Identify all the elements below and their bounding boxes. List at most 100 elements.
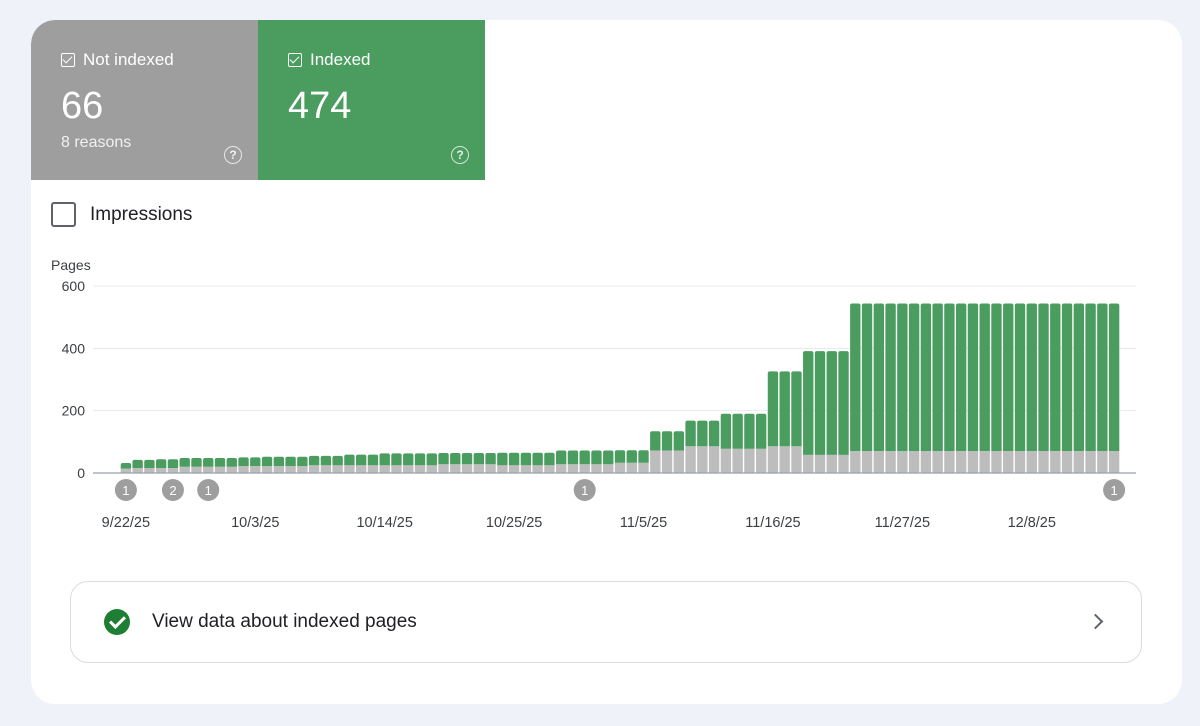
bar-indexed (944, 303, 955, 452)
bar-not-indexed (755, 448, 767, 473)
bar-indexed (885, 303, 896, 452)
bar-not-indexed (803, 454, 814, 473)
annotation-marker (1103, 479, 1126, 501)
bar-indexed (555, 450, 567, 465)
bar-indexed (508, 452, 520, 466)
bar-indexed (967, 303, 979, 452)
bar-not-indexed (991, 451, 1002, 473)
bar-indexed (132, 459, 143, 469)
indexed-tile[interactable]: Indexed 474 ? (258, 20, 485, 180)
bar-not-indexed (767, 446, 779, 473)
bar-indexed (873, 303, 885, 452)
bar-indexed (203, 458, 214, 467)
bar-indexed (226, 458, 237, 467)
bar-indexed (1061, 303, 1073, 452)
bar-not-indexed (544, 465, 555, 473)
bar-not-indexed (167, 468, 179, 473)
bar-indexed (1026, 303, 1037, 452)
bar-indexed (1108, 303, 1120, 452)
bar-not-indexed (226, 466, 237, 473)
bar-indexed (638, 450, 649, 463)
bar-not-indexed (403, 465, 414, 473)
bar-not-indexed (650, 450, 661, 473)
annotation-label: 1 (122, 483, 129, 498)
bar-indexed (450, 453, 461, 465)
bar-indexed (473, 453, 485, 465)
bar-not-indexed (461, 464, 473, 473)
checkbox-unchecked-icon[interactable] (51, 202, 76, 227)
bar-indexed (238, 457, 249, 467)
help-icon[interactable]: ? (451, 146, 469, 164)
annotation-label: 2 (169, 483, 176, 498)
bar-not-indexed (908, 451, 920, 473)
bar-indexed (955, 303, 967, 452)
bar-indexed (120, 463, 132, 469)
bar-indexed (708, 420, 720, 447)
bar-indexed (320, 455, 332, 466)
check-circle-icon (104, 609, 130, 635)
bar-not-indexed (120, 468, 132, 473)
bar-not-indexed (1038, 451, 1049, 473)
bar-indexed (1097, 303, 1108, 452)
help-icon[interactable]: ? (224, 146, 242, 164)
checkbox-checked-icon[interactable] (61, 53, 75, 67)
bar-indexed (532, 452, 543, 466)
x-tick-label: 11/16/25 (745, 515, 800, 531)
bar-not-indexed (732, 448, 743, 473)
bar-indexed (579, 450, 590, 465)
x-tick-label: 12/8/25 (1008, 515, 1056, 531)
bar-not-indexed (944, 451, 955, 473)
view-indexed-pages-link[interactable]: View data about indexed pages (70, 581, 1142, 663)
checkbox-checked-icon[interactable] (288, 53, 302, 67)
bar-not-indexed (379, 465, 390, 473)
bar-not-indexed (485, 464, 496, 473)
bar-not-indexed (203, 466, 214, 473)
bar-not-indexed (355, 465, 367, 473)
bar-not-indexed (1050, 451, 1061, 473)
bar-not-indexed (532, 465, 543, 473)
bar-not-indexed (697, 446, 708, 473)
bar-not-indexed (708, 446, 720, 473)
bar-indexed (438, 453, 449, 465)
bar-indexed (1073, 303, 1085, 452)
annotation-marker (114, 479, 137, 501)
bar-not-indexed (273, 466, 285, 473)
bar-not-indexed (720, 448, 732, 473)
bar-indexed (673, 431, 685, 451)
bar-indexed (261, 456, 273, 467)
bar-indexed (650, 431, 661, 451)
bar-not-indexed (179, 466, 190, 473)
bar-indexed (661, 431, 673, 451)
x-tick-label: 11/5/25 (620, 515, 667, 531)
bar-indexed (932, 303, 943, 452)
bar-indexed (1003, 303, 1014, 452)
bar-indexed (826, 351, 837, 455)
annotation-label: 1 (1111, 483, 1118, 498)
bar-not-indexed (144, 468, 155, 473)
bar-indexed (720, 413, 732, 449)
bar-indexed (744, 413, 755, 449)
not-indexed-tile[interactable]: Not indexed 66 8 reasons ? (31, 20, 258, 180)
annotation-label: 1 (205, 483, 212, 498)
indexed-label: Indexed (310, 50, 371, 69)
impressions-toggle[interactable]: Impressions (51, 202, 192, 227)
bar-not-indexed (308, 465, 320, 473)
not-indexed-value: 66 (61, 85, 104, 127)
bar-not-indexed (155, 468, 167, 473)
bar-indexed (791, 371, 802, 447)
bar-not-indexed (838, 454, 849, 473)
bar-indexed (179, 458, 190, 467)
x-tick-label: 10/14/25 (356, 515, 412, 531)
bar-not-indexed (873, 451, 885, 473)
x-tick-label: 11/27/25 (875, 515, 930, 531)
bar-indexed (191, 458, 202, 467)
indexing-report-card: Not indexed 66 8 reasons ? Indexed 474 ?… (31, 20, 1182, 704)
bar-not-indexed (1003, 451, 1014, 473)
bar-not-indexed (520, 465, 532, 473)
bar-not-indexed (1085, 451, 1096, 473)
y-tick-label: 200 (62, 403, 86, 419)
bar-not-indexed (614, 462, 626, 473)
bar-indexed (567, 450, 579, 465)
bar-not-indexed (791, 446, 802, 473)
bar-not-indexed (214, 466, 226, 473)
